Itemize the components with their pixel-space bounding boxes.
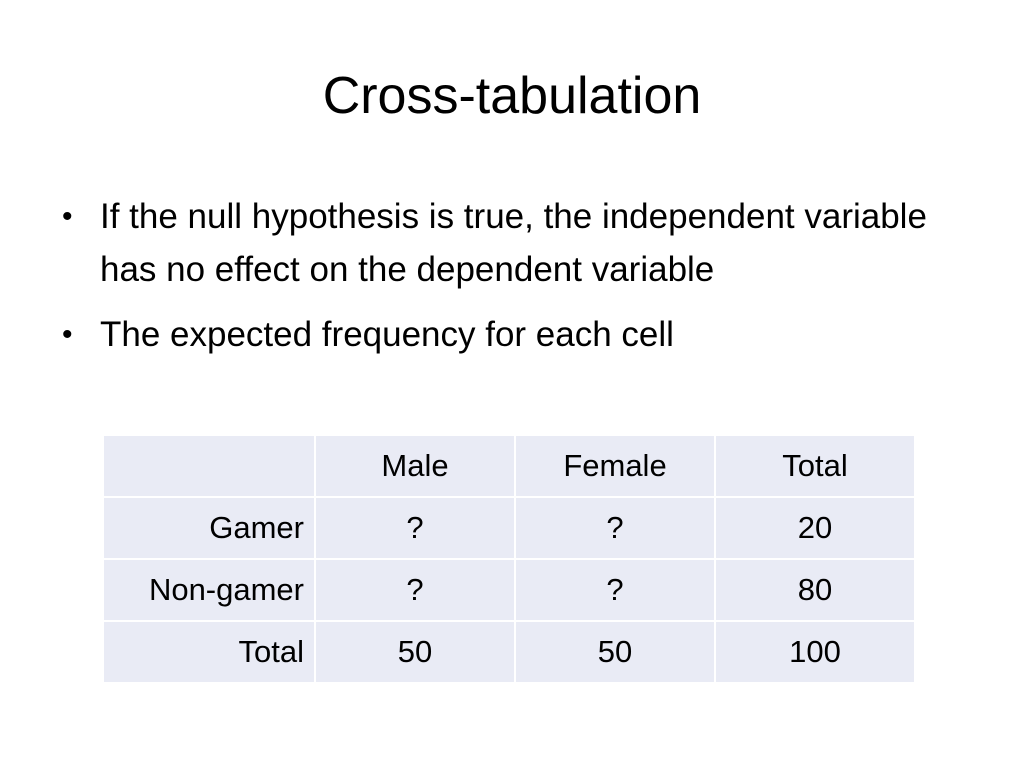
table-corner-cell: [102, 434, 316, 498]
row-header-non-gamer: Non-gamer: [102, 558, 316, 622]
table-row: Gamer ? ? 20: [102, 496, 916, 560]
column-header-female: Female: [514, 434, 716, 498]
column-header-total: Total: [714, 434, 916, 498]
row-header-total: Total: [102, 620, 316, 684]
table-header-row: Male Female Total: [102, 434, 916, 498]
bullet-list: • If the null hypothesis is true, the in…: [62, 190, 962, 373]
bullet-dot-icon: •: [62, 318, 73, 351]
bullet-text: If the null hypothesis is true, the inde…: [100, 197, 927, 289]
column-header-male: Male: [314, 434, 516, 498]
table-cell: 50: [314, 620, 516, 684]
table-cell: 80: [714, 558, 916, 622]
table-row: Total 50 50 100: [102, 620, 916, 684]
table-cell: ?: [514, 496, 716, 560]
table-cell: ?: [514, 558, 716, 622]
row-header-gamer: Gamer: [102, 496, 316, 560]
crosstab-table: Male Female Total Gamer ? ? 20 Non-gamer…: [102, 434, 916, 684]
bullet-item: • If the null hypothesis is true, the in…: [62, 190, 962, 296]
table-cell: 100: [714, 620, 916, 684]
bullet-item: • The expected frequency for each cell: [62, 308, 962, 361]
bullet-dot-icon: •: [62, 200, 73, 233]
bullet-text: The expected frequency for each cell: [100, 315, 674, 354]
table-cell: ?: [314, 558, 516, 622]
table-cell: ?: [314, 496, 516, 560]
table-cell: 20: [714, 496, 916, 560]
table-row: Non-gamer ? ? 80: [102, 558, 916, 622]
slide-title: Cross-tabulation: [322, 67, 702, 125]
table-cell: 50: [514, 620, 716, 684]
